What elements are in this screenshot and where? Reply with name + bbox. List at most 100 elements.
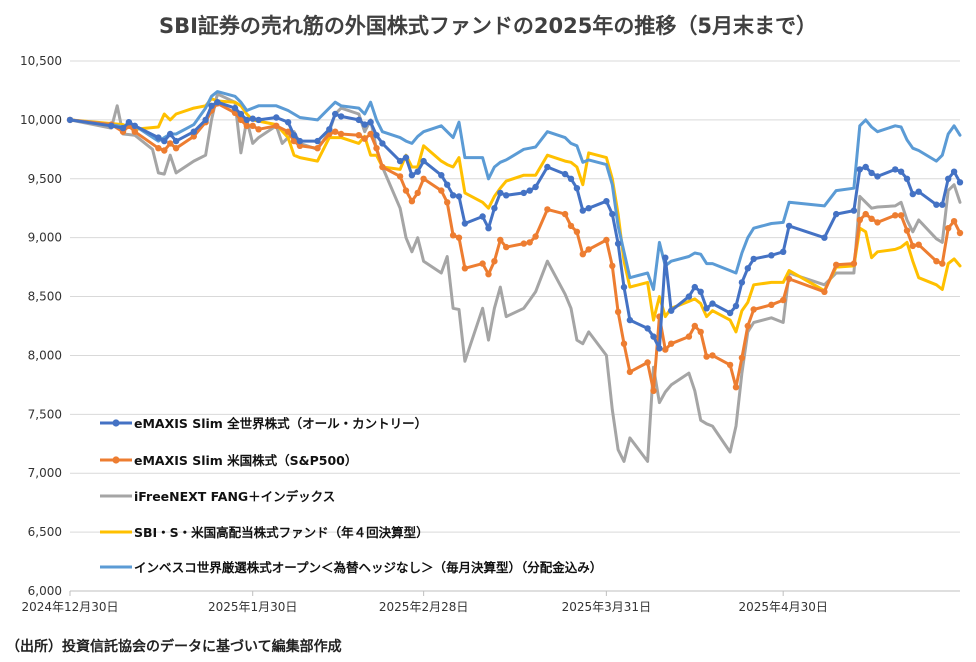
data-point — [644, 359, 651, 366]
data-point — [614, 308, 622, 316]
data-point — [892, 212, 899, 219]
data-point — [172, 137, 180, 145]
data-point — [172, 145, 180, 152]
data-point — [125, 119, 133, 126]
x-tick-label: 2025年2月28日 — [379, 600, 468, 614]
y-tick-label: 9,000 — [28, 231, 62, 245]
data-point — [273, 114, 280, 121]
legend-label: iFreeNEXT FANG＋インデックス — [134, 489, 335, 504]
data-point — [485, 225, 492, 232]
data-point — [874, 219, 881, 226]
data-point — [785, 222, 793, 230]
data-point — [214, 99, 221, 106]
y-tick-label: 7,000 — [28, 466, 62, 480]
data-point — [379, 163, 386, 171]
data-point — [685, 293, 693, 300]
data-point — [190, 133, 197, 140]
series-line-1 — [68, 101, 962, 393]
data-point — [732, 384, 740, 391]
data-point — [332, 128, 339, 135]
data-point — [821, 288, 828, 295]
data-point — [833, 210, 840, 218]
data-point — [668, 340, 675, 347]
data-point — [402, 154, 410, 161]
legend-swatch-marker — [112, 456, 120, 464]
data-point — [709, 300, 716, 307]
data-point — [579, 207, 586, 214]
data-point — [626, 316, 634, 324]
data-point — [190, 128, 197, 135]
y-tick-label: 6,000 — [28, 584, 62, 598]
data-point — [656, 345, 663, 352]
data-point — [367, 130, 374, 138]
data-point — [709, 352, 716, 359]
data-point — [290, 132, 298, 139]
x-tick-label: 2025年1月30日 — [208, 600, 297, 614]
data-point — [579, 251, 586, 258]
data-point — [379, 140, 386, 147]
data-point — [414, 168, 421, 175]
data-point — [373, 132, 380, 139]
data-point — [414, 189, 421, 197]
data-point — [950, 218, 958, 225]
data-point — [650, 333, 657, 340]
data-point — [939, 201, 946, 208]
data-point — [444, 181, 451, 188]
data-point — [503, 243, 510, 251]
data-point — [874, 173, 881, 180]
data-point — [609, 210, 616, 218]
data-point — [945, 175, 952, 182]
data-point — [738, 354, 746, 361]
data-point — [662, 254, 669, 261]
data-point — [662, 346, 669, 353]
data-point — [290, 137, 298, 145]
data-point — [544, 163, 551, 171]
data-point — [780, 248, 787, 255]
data-point — [491, 205, 498, 212]
data-point — [273, 122, 280, 129]
data-point — [532, 183, 539, 191]
data-point — [396, 157, 404, 165]
data-point — [337, 113, 345, 120]
data-point — [420, 175, 427, 182]
data-point — [497, 189, 504, 197]
data-point — [367, 119, 374, 126]
data-point — [868, 169, 875, 177]
data-point — [396, 173, 404, 180]
data-point — [850, 207, 858, 214]
data-point — [626, 368, 634, 376]
y-tick-label: 10,000 — [20, 113, 62, 127]
x-tick-label: 2025年4月30日 — [738, 600, 827, 614]
data-point — [355, 132, 362, 139]
data-point — [744, 265, 751, 272]
data-point — [609, 262, 616, 270]
data-point — [567, 222, 575, 230]
series-line-4 — [68, 90, 962, 291]
data-point — [697, 288, 704, 295]
y-tick-label: 6,500 — [28, 525, 62, 539]
data-point — [249, 115, 256, 122]
data-point — [155, 134, 162, 141]
data-point — [785, 275, 793, 283]
data-point — [950, 168, 958, 175]
data-point — [909, 190, 916, 198]
data-point — [738, 279, 746, 286]
data-point — [438, 187, 445, 194]
legend-label: SBI・S・米国高配当株式ファンド（年４回決算型） — [134, 525, 429, 540]
data-point — [332, 110, 339, 118]
data-point — [703, 305, 710, 312]
data-point — [408, 198, 416, 205]
data-point — [933, 258, 940, 265]
data-point — [909, 242, 916, 250]
data-point — [131, 122, 138, 129]
data-point — [856, 166, 863, 173]
data-point — [933, 201, 940, 208]
data-point — [231, 104, 239, 112]
data-point — [567, 175, 575, 182]
data-point — [603, 236, 610, 244]
data-point — [644, 325, 651, 332]
data-point — [620, 340, 628, 347]
data-point — [573, 185, 581, 192]
data-point — [915, 241, 922, 248]
